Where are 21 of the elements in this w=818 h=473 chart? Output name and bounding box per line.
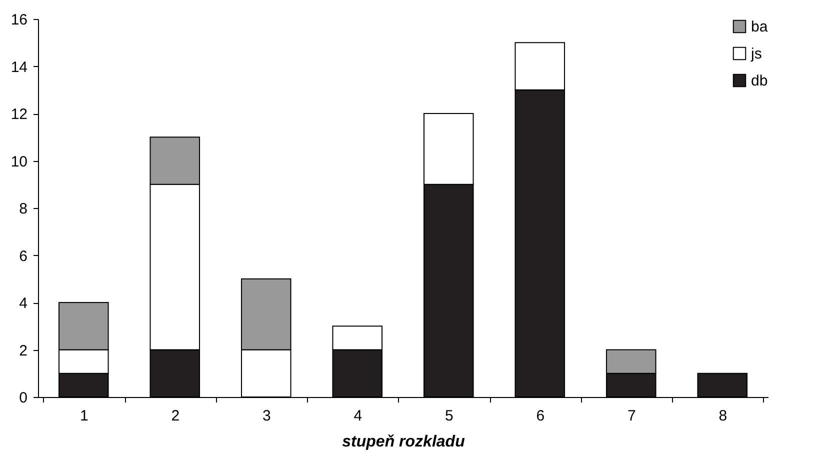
y-tick-label: 4 [19, 295, 28, 312]
legend-label: js [750, 46, 762, 62]
x-tick-label: 8 [718, 408, 728, 424]
x-tick-label: 1 [80, 408, 88, 424]
x-tick-label: 2 [171, 408, 180, 424]
x-tick-label: 3 [262, 408, 271, 424]
y-tick-label: 0 [19, 390, 28, 406]
legend-label: ba [751, 18, 768, 36]
y-tick-label: 16 [10, 12, 28, 28]
x-tick-label: 7 [627, 408, 636, 424]
y-tick-label: 6 [19, 248, 28, 265]
legend-label: db [751, 72, 768, 90]
x-tick-label: 5 [444, 408, 454, 424]
y-tick-label: 8 [19, 200, 28, 218]
x-tick-label: 4 [354, 408, 362, 424]
x-tick-label: 6 [536, 408, 545, 424]
y-tick-label: 12 [10, 106, 28, 123]
y-tick-label: 2 [19, 342, 28, 360]
x-axis-title: stupeň rozkladu [342, 434, 466, 450]
y-tick-label: 10 [10, 153, 28, 170]
y-tick-label: 14 [10, 58, 28, 76]
